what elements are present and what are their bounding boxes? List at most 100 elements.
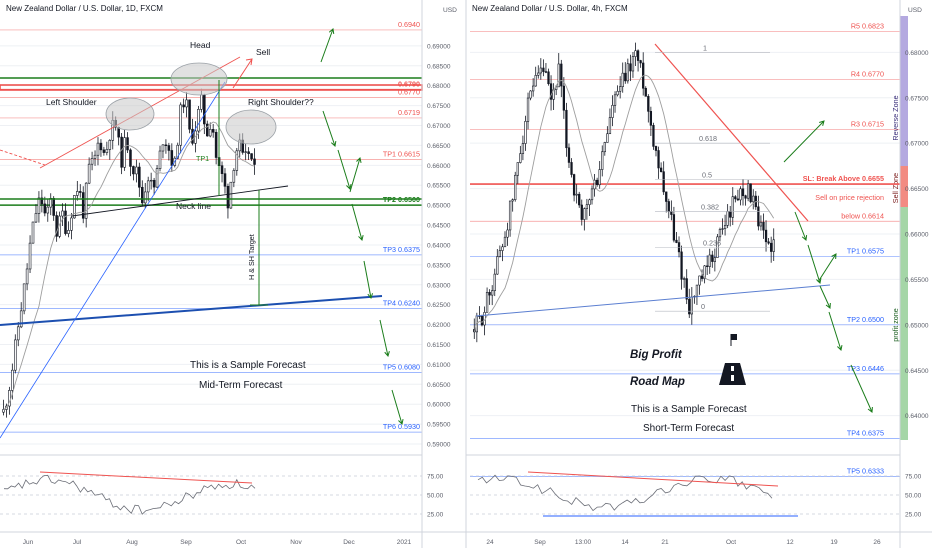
candle-body [739, 188, 742, 201]
candle-body [562, 85, 566, 111]
candle-body [726, 211, 729, 226]
candle-body [516, 162, 519, 176]
candle-body [179, 104, 182, 146]
time-axis-label: 13:00 [575, 539, 592, 546]
time-axis-label: 26 [873, 539, 881, 546]
candle-body [539, 67, 542, 74]
candle-body [232, 170, 236, 183]
left-shoulder-label: Left Shoulder [46, 97, 97, 107]
candle-body [580, 204, 583, 220]
candle-body [524, 121, 527, 144]
candle-body [585, 204, 589, 209]
candle-body [647, 96, 650, 112]
candle-body [631, 56, 635, 72]
candle-body [73, 195, 76, 219]
candle-body [685, 278, 688, 300]
right-shoulder-label: Right Shoulder?? [248, 97, 314, 107]
forecast-arrow [337, 149, 352, 190]
candle-body [25, 268, 29, 285]
candle-body [182, 104, 185, 108]
candle-body [149, 179, 153, 182]
candle-body [555, 86, 558, 90]
price-tick-label: 0.61000 [427, 362, 451, 369]
candle-body [657, 150, 660, 169]
candle-body [99, 142, 103, 151]
candle-body [588, 199, 591, 206]
candle-body [723, 225, 727, 229]
osc-tick-label: 50.00 [427, 493, 444, 500]
candle-body [40, 197, 44, 205]
candle-body [654, 146, 658, 151]
candle-body [731, 196, 734, 218]
candle-body [480, 315, 484, 326]
time-axis-label: 12 [786, 539, 794, 546]
candle-body [665, 191, 668, 202]
candle-body [537, 72, 540, 76]
candle-body [138, 166, 141, 188]
candle-body [87, 163, 91, 184]
level-label: TP2 0.6500 [847, 315, 884, 324]
candle-body [611, 104, 614, 118]
fib-label: 0 [701, 302, 705, 311]
candle-body [498, 250, 502, 257]
road-icon-dash [731, 366, 734, 371]
candle-body [626, 63, 629, 82]
candle-body [34, 213, 38, 223]
time-axis-label: Dec [343, 539, 355, 546]
candle-body [43, 203, 47, 214]
candle-body [770, 242, 773, 252]
candle-body [501, 246, 504, 251]
ascending-trendline [475, 284, 831, 317]
left-chart-title: New Zealand Dollar / U.S. Dollar, 1D, FX… [6, 4, 163, 13]
forecast-arrow [807, 244, 822, 284]
candle-body [531, 85, 535, 92]
candle-body [698, 275, 701, 286]
forecast-arrow [363, 260, 374, 300]
candle-body [214, 131, 218, 158]
candle-body [649, 111, 653, 126]
candle-body [534, 75, 537, 87]
candle-body [529, 90, 532, 99]
candle-body [508, 200, 512, 231]
right-chart-panel: New Zealand Dollar / U.S. Dollar, 4h, FX… [465, 0, 932, 548]
price-tick-label: 0.64500 [427, 223, 451, 230]
neckline [71, 185, 289, 217]
osc-tick-label: 25.00 [427, 512, 444, 519]
forecast-arrow [817, 253, 837, 283]
road-map-label: Road Map [630, 376, 685, 388]
candle-body [247, 151, 250, 154]
candle-body [161, 144, 165, 152]
head-label: Head [190, 40, 211, 50]
candle-body [711, 254, 714, 262]
candle-body [78, 191, 82, 193]
price-tick-label: 0.68000 [427, 83, 451, 90]
level-label: R3 0.6715 [851, 120, 884, 129]
price-tick-label: 0.67000 [905, 141, 929, 148]
price-tick-label: 0.63000 [427, 282, 451, 289]
candle-body [565, 109, 568, 149]
candle-body [152, 179, 156, 188]
forecast-arrow [379, 319, 390, 358]
moving-average-line [3, 121, 255, 410]
candle-body [185, 99, 188, 108]
candle-body [619, 86, 622, 92]
time-axis-label: 14 [621, 539, 629, 546]
price-tick-label: 0.69000 [427, 43, 451, 50]
fib-label: 1 [703, 43, 707, 52]
candle-body [603, 142, 606, 153]
fib-label: 0.618 [699, 134, 717, 143]
candle-body [634, 50, 637, 57]
forecast-arrow [828, 311, 843, 351]
time-axis-label: 24 [486, 539, 494, 546]
candle-body [729, 211, 732, 218]
candle-body [590, 188, 594, 201]
candle-body [672, 214, 676, 241]
fib-label: 0.382 [701, 202, 719, 211]
candle-body [14, 339, 17, 371]
fib-label: 0.236 [703, 239, 721, 248]
level-label: TP3 0.6375 [383, 245, 420, 254]
candle-body [547, 71, 550, 85]
forecast-arrow [794, 211, 808, 241]
candle-body [616, 90, 619, 96]
